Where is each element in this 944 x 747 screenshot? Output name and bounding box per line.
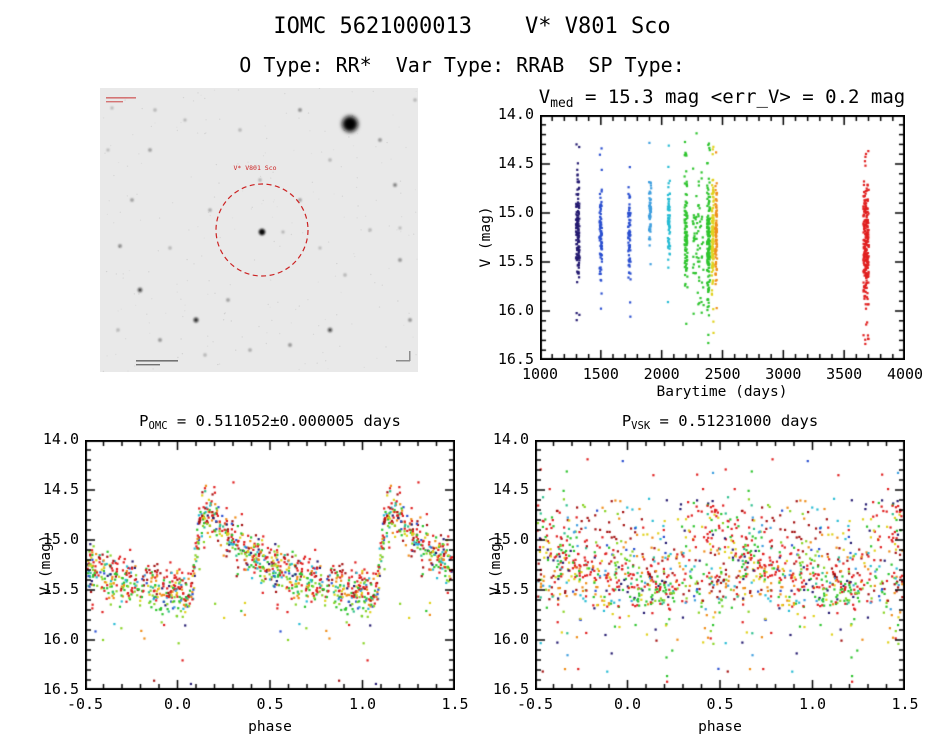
tick-label: 16.5: [42, 680, 79, 698]
tick-label: 1000: [521, 365, 559, 383]
tick-label: -0.5: [66, 695, 104, 713]
tick-label: 2000: [643, 365, 680, 383]
lightcurve-canvas: [540, 115, 905, 360]
phase-vsk-panel: PVSK = 0.51231000 days V (mag) phase -0.…: [480, 408, 924, 743]
tick-label: 16.0: [492, 630, 529, 648]
tick-label: 16.0: [497, 301, 534, 319]
illegible-annotation-bottom: [136, 360, 178, 366]
tick-label: 14.0: [42, 430, 79, 448]
tick-label: 1.5: [441, 695, 469, 713]
finder-star-field: [102, 88, 418, 372]
lightcurve-x-axis-label: Barytime (days): [656, 384, 788, 400]
phase-omc-canvas: [85, 440, 455, 690]
page-subtitle: O Type: RR* Var Type: RRAB SP Type:: [239, 53, 685, 77]
lightcurve-panel: Vmed = 15.3 mag <err_V> = 0.2 mag V (mag…: [470, 84, 944, 410]
tick-label: 16.5: [497, 350, 534, 368]
phase-omc-x-axis-label: phase: [248, 719, 292, 735]
tick-label: 14.5: [497, 154, 534, 172]
tick-label: 1.0: [348, 695, 377, 713]
tick-label: 0.0: [613, 695, 642, 713]
finder-background: [100, 88, 418, 372]
phase-vsk-canvas: [535, 440, 905, 690]
lightcurve-title: Vmed = 15.3 mag <err_V> = 0.2 mag: [538, 86, 906, 111]
phase-omc-title: POMC = 0.511052±0.000005 days: [139, 412, 401, 433]
tick-label: 3500: [826, 365, 863, 383]
page-title: IOMC 5621000013 V* V801 Sco: [273, 14, 671, 39]
tick-label: 0.5: [256, 695, 284, 713]
tick-label: 2500: [704, 365, 741, 383]
tick-label: 15.0: [492, 530, 529, 548]
tick-label: 4000: [886, 365, 924, 383]
tick-label: -0.5: [516, 695, 554, 713]
target-marker-circle: [215, 183, 309, 277]
phase-vsk-x-axis-label: phase: [698, 719, 742, 735]
tick-label: 1.0: [798, 695, 827, 713]
finder-target-label: V* V801 Sco: [233, 164, 276, 172]
tick-label: 15.5: [497, 252, 534, 270]
tick-label: 1.5: [891, 695, 919, 713]
tick-label: 15.5: [42, 580, 79, 598]
tick-label: 1500: [582, 365, 619, 383]
tick-label: 16.5: [492, 680, 529, 698]
tick-label: 15.5: [492, 580, 529, 598]
tick-label: 3000: [765, 365, 802, 383]
phase-omc-panel: POMC = 0.511052±0.000005 days V (mag) ph…: [30, 408, 474, 743]
finder-chart: V* V801 Sco: [100, 88, 418, 372]
illegible-annotation-bottom-right: [396, 351, 411, 362]
tick-label: 0.5: [706, 695, 734, 713]
tick-label: 15.0: [42, 530, 79, 548]
tick-label: 14.0: [492, 430, 529, 448]
tick-label: 0.0: [163, 695, 192, 713]
tick-label: 15.0: [497, 203, 534, 221]
tick-label: 14.5: [42, 480, 79, 498]
phase-vsk-title: PVSK = 0.51231000 days: [621, 412, 819, 433]
illegible-annotation-top-left: [106, 97, 136, 103]
tick-label: 14.0: [497, 105, 534, 123]
tick-label: 14.5: [492, 480, 529, 498]
tick-label: 16.0: [42, 630, 79, 648]
